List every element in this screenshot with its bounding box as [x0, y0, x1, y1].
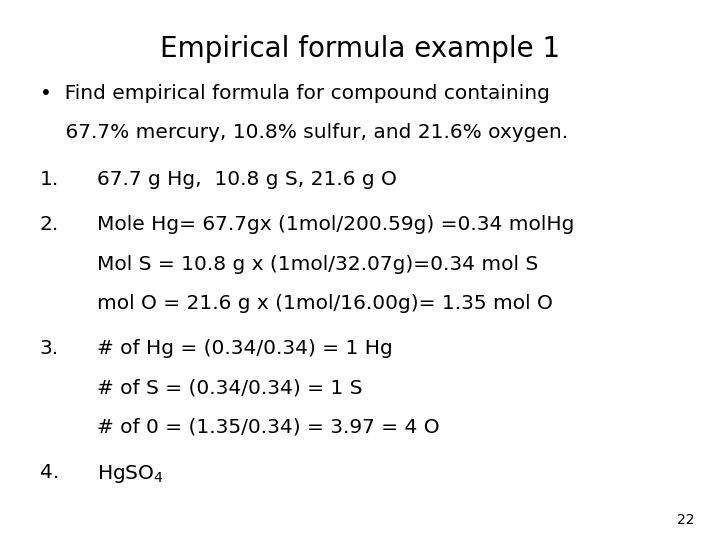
Text: # of Hg = (0.34/0.34) = 1 Hg: # of Hg = (0.34/0.34) = 1 Hg — [97, 339, 393, 358]
Text: •  Find empirical formula for compound containing: • Find empirical formula for compound co… — [40, 84, 549, 103]
Text: 4.: 4. — [40, 463, 59, 482]
Text: 3.: 3. — [40, 339, 59, 358]
Text: 1.: 1. — [40, 171, 59, 190]
Text: 22: 22 — [678, 512, 695, 526]
Text: HgSO$_4$: HgSO$_4$ — [97, 463, 164, 484]
Text: Mol S = 10.8 g x (1mol/32.07g)=0.34 mol S: Mol S = 10.8 g x (1mol/32.07g)=0.34 mol … — [97, 255, 539, 274]
Text: 2.: 2. — [40, 215, 59, 234]
Text: 67.7% mercury, 10.8% sulfur, and 21.6% oxygen.: 67.7% mercury, 10.8% sulfur, and 21.6% o… — [40, 123, 568, 142]
Text: mol O = 21.6 g x (1mol/16.00g)= 1.35 mol O: mol O = 21.6 g x (1mol/16.00g)= 1.35 mol… — [97, 294, 553, 313]
Text: # of S = (0.34/0.34) = 1 S: # of S = (0.34/0.34) = 1 S — [97, 379, 363, 397]
Text: # of 0 = (1.35/0.34) = 3.97 = 4 O: # of 0 = (1.35/0.34) = 3.97 = 4 O — [97, 418, 440, 437]
Text: Mole Hg= 67.7gx (1mol/200.59g) =0.34 molHg: Mole Hg= 67.7gx (1mol/200.59g) =0.34 mol… — [97, 215, 575, 234]
Text: 67.7 g Hg,  10.8 g S, 21.6 g O: 67.7 g Hg, 10.8 g S, 21.6 g O — [97, 171, 397, 190]
Text: Empirical formula example 1: Empirical formula example 1 — [160, 35, 560, 63]
